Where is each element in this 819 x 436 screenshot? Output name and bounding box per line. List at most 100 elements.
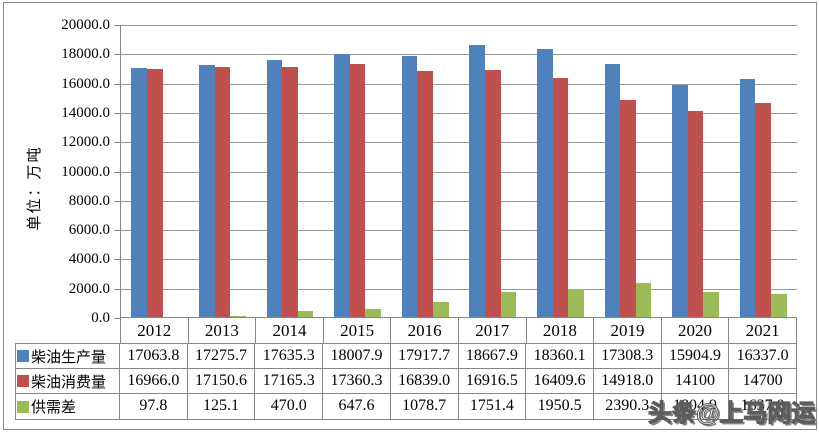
bar-柴油生产量-2019 <box>604 64 621 318</box>
table-value-cell: 17635.3 <box>255 344 324 368</box>
y-tick-label: 8000.0 <box>68 192 110 209</box>
bar-group-2017 <box>459 25 527 318</box>
x-axis-label-2020: 2020 <box>662 318 730 343</box>
bar-柴油生产量-2018 <box>537 49 553 318</box>
y-tick-label: 0.0 <box>91 310 110 326</box>
x-axis-label-2014: 2014 <box>256 318 324 343</box>
table-value-cell: 17275.7 <box>188 344 256 368</box>
bar-group-2016 <box>391 25 459 318</box>
table-value-cell: 17150.6 <box>188 369 256 393</box>
gridline <box>121 112 797 114</box>
legend-color-swatch <box>17 350 29 362</box>
bar-柴油消费量-2021 <box>755 102 771 318</box>
y-tick-label: 6000.0 <box>68 222 110 239</box>
y-tick-label: 18000.0 <box>61 46 110 63</box>
gridline <box>121 54 797 56</box>
bar-供需差-2017 <box>500 292 517 318</box>
x-axis-label-2013: 2013 <box>189 318 257 343</box>
bar-柴油消费量-2020 <box>687 111 704 318</box>
bar-柴油消费量-2013 <box>214 66 231 318</box>
table-value-cell: 2390.3 <box>594 394 662 419</box>
y-axis-title: 单位：万吨 <box>27 145 43 231</box>
y-tick-mark <box>114 83 120 85</box>
legend-cell: 柴油生产量 <box>16 344 120 368</box>
bar-柴油生产量-2015 <box>334 54 350 318</box>
x-axis-category-row: 2012 2013 2014 2015 2016 2017 2018 2019 2020 2021 <box>120 317 797 343</box>
y-tick-mark <box>114 259 120 261</box>
y-tick-label: 20000.0 <box>61 17 110 33</box>
legend-label: 柴油生产量 <box>31 349 107 366</box>
bar-group-2021 <box>729 25 797 318</box>
y-tick-label: 14000.0 <box>61 104 110 121</box>
y-tick-mark <box>114 288 120 290</box>
legend-label: 供需差 <box>31 400 77 416</box>
table-value-cell: 14100 <box>662 369 730 393</box>
data-table: 柴油生产量 17063.8 17275.7 17635.3 18007.9 17917.7… <box>15 343 797 420</box>
legend-cell: 柴油消费量 <box>16 369 120 393</box>
gridline <box>121 200 797 202</box>
bar-柴油生产量-2020 <box>672 85 688 318</box>
table-value-cell: 17165.3 <box>255 369 324 393</box>
bar-group-2014 <box>256 25 324 318</box>
bar-供需差-2018 <box>568 289 584 318</box>
table-value-cell: 647.6 <box>323 394 391 419</box>
table-value-cell: 1078.7 <box>391 394 459 419</box>
gridline <box>121 142 797 144</box>
gridline <box>121 83 797 85</box>
x-axis-label-2021: 2021 <box>745 321 780 340</box>
x-axis-label-2019: 2019 <box>594 318 662 343</box>
bar-供需差-2019 <box>635 283 652 318</box>
y-tick-label: 16000.0 <box>61 75 110 92</box>
bar-柴油生产量-2012 <box>131 68 147 318</box>
table-value-cell: 16966.0 <box>120 369 188 393</box>
table-row: 柴油消费量 16966.0 17150.6 17165.3 17360.3 16839.0… <box>16 369 796 394</box>
bar-柴油生产量-2017 <box>469 44 485 318</box>
gridline <box>121 25 797 26</box>
gridline <box>121 230 797 232</box>
y-tick-mark <box>114 25 120 26</box>
bar-柴油消费量-2018 <box>552 77 569 318</box>
bar-供需差-2016 <box>432 302 449 318</box>
table-value-cell: 470.0 <box>255 394 324 419</box>
bar-柴油生产量-2014 <box>266 59 283 318</box>
legend-color-swatch <box>17 400 29 413</box>
bar-柴油消费量-2014 <box>282 66 298 318</box>
table-value-cell: 18667.9 <box>459 344 527 368</box>
table-row: 柴油生产量 17063.8 17275.7 17635.3 18007.9 17917.7… <box>16 344 796 369</box>
bar-group-2020 <box>662 25 730 318</box>
table-value-cell: 17063.8 <box>120 344 188 368</box>
bar-柴油消费量-2016 <box>417 71 433 318</box>
plot-area <box>120 25 797 318</box>
table-value-cell: 18007.9 <box>323 344 391 368</box>
watermark: 头条@上马网运 <box>648 400 816 428</box>
bar-group-2012 <box>121 25 189 318</box>
y-tick-mark <box>114 112 120 114</box>
y-tick-mark <box>114 54 120 56</box>
bar-group-2019 <box>594 25 662 318</box>
legend-color-swatch <box>17 375 29 387</box>
y-tick-mark <box>114 230 120 232</box>
table-value-cell: 1950.5 <box>526 394 594 419</box>
table-value-cell: 15904.9 <box>662 344 730 368</box>
bar-group-2013 <box>189 25 257 318</box>
bar-柴油消费量-2019 <box>620 99 636 318</box>
x-axis-label-2017: 2017 <box>459 318 527 343</box>
table-value-cell: 17308.3 <box>594 344 662 368</box>
table-value-cell: 18360.1 <box>526 344 594 368</box>
bar-柴油消费量-2012 <box>147 69 163 318</box>
x-axis-label-2018: 2018 <box>527 318 595 343</box>
bar-group-2015 <box>324 25 392 318</box>
y-tick-mark <box>114 200 120 202</box>
table-value-cell: 14918.0 <box>594 369 662 393</box>
y-tick-mark <box>114 171 120 173</box>
table-value-cell: 16337.0 <box>736 347 789 364</box>
gridline <box>121 171 797 173</box>
legend-cell: 供需差 <box>16 394 120 419</box>
y-tick-label: 4000.0 <box>68 251 110 268</box>
table-value-cell: 14700 <box>742 372 783 389</box>
table-value-cell: 1804.9 <box>662 394 730 419</box>
table-value-cell: 1637.0 <box>740 397 785 414</box>
table-value-cell: 97.8 <box>120 394 188 419</box>
bar-柴油消费量-2015 <box>349 63 366 318</box>
